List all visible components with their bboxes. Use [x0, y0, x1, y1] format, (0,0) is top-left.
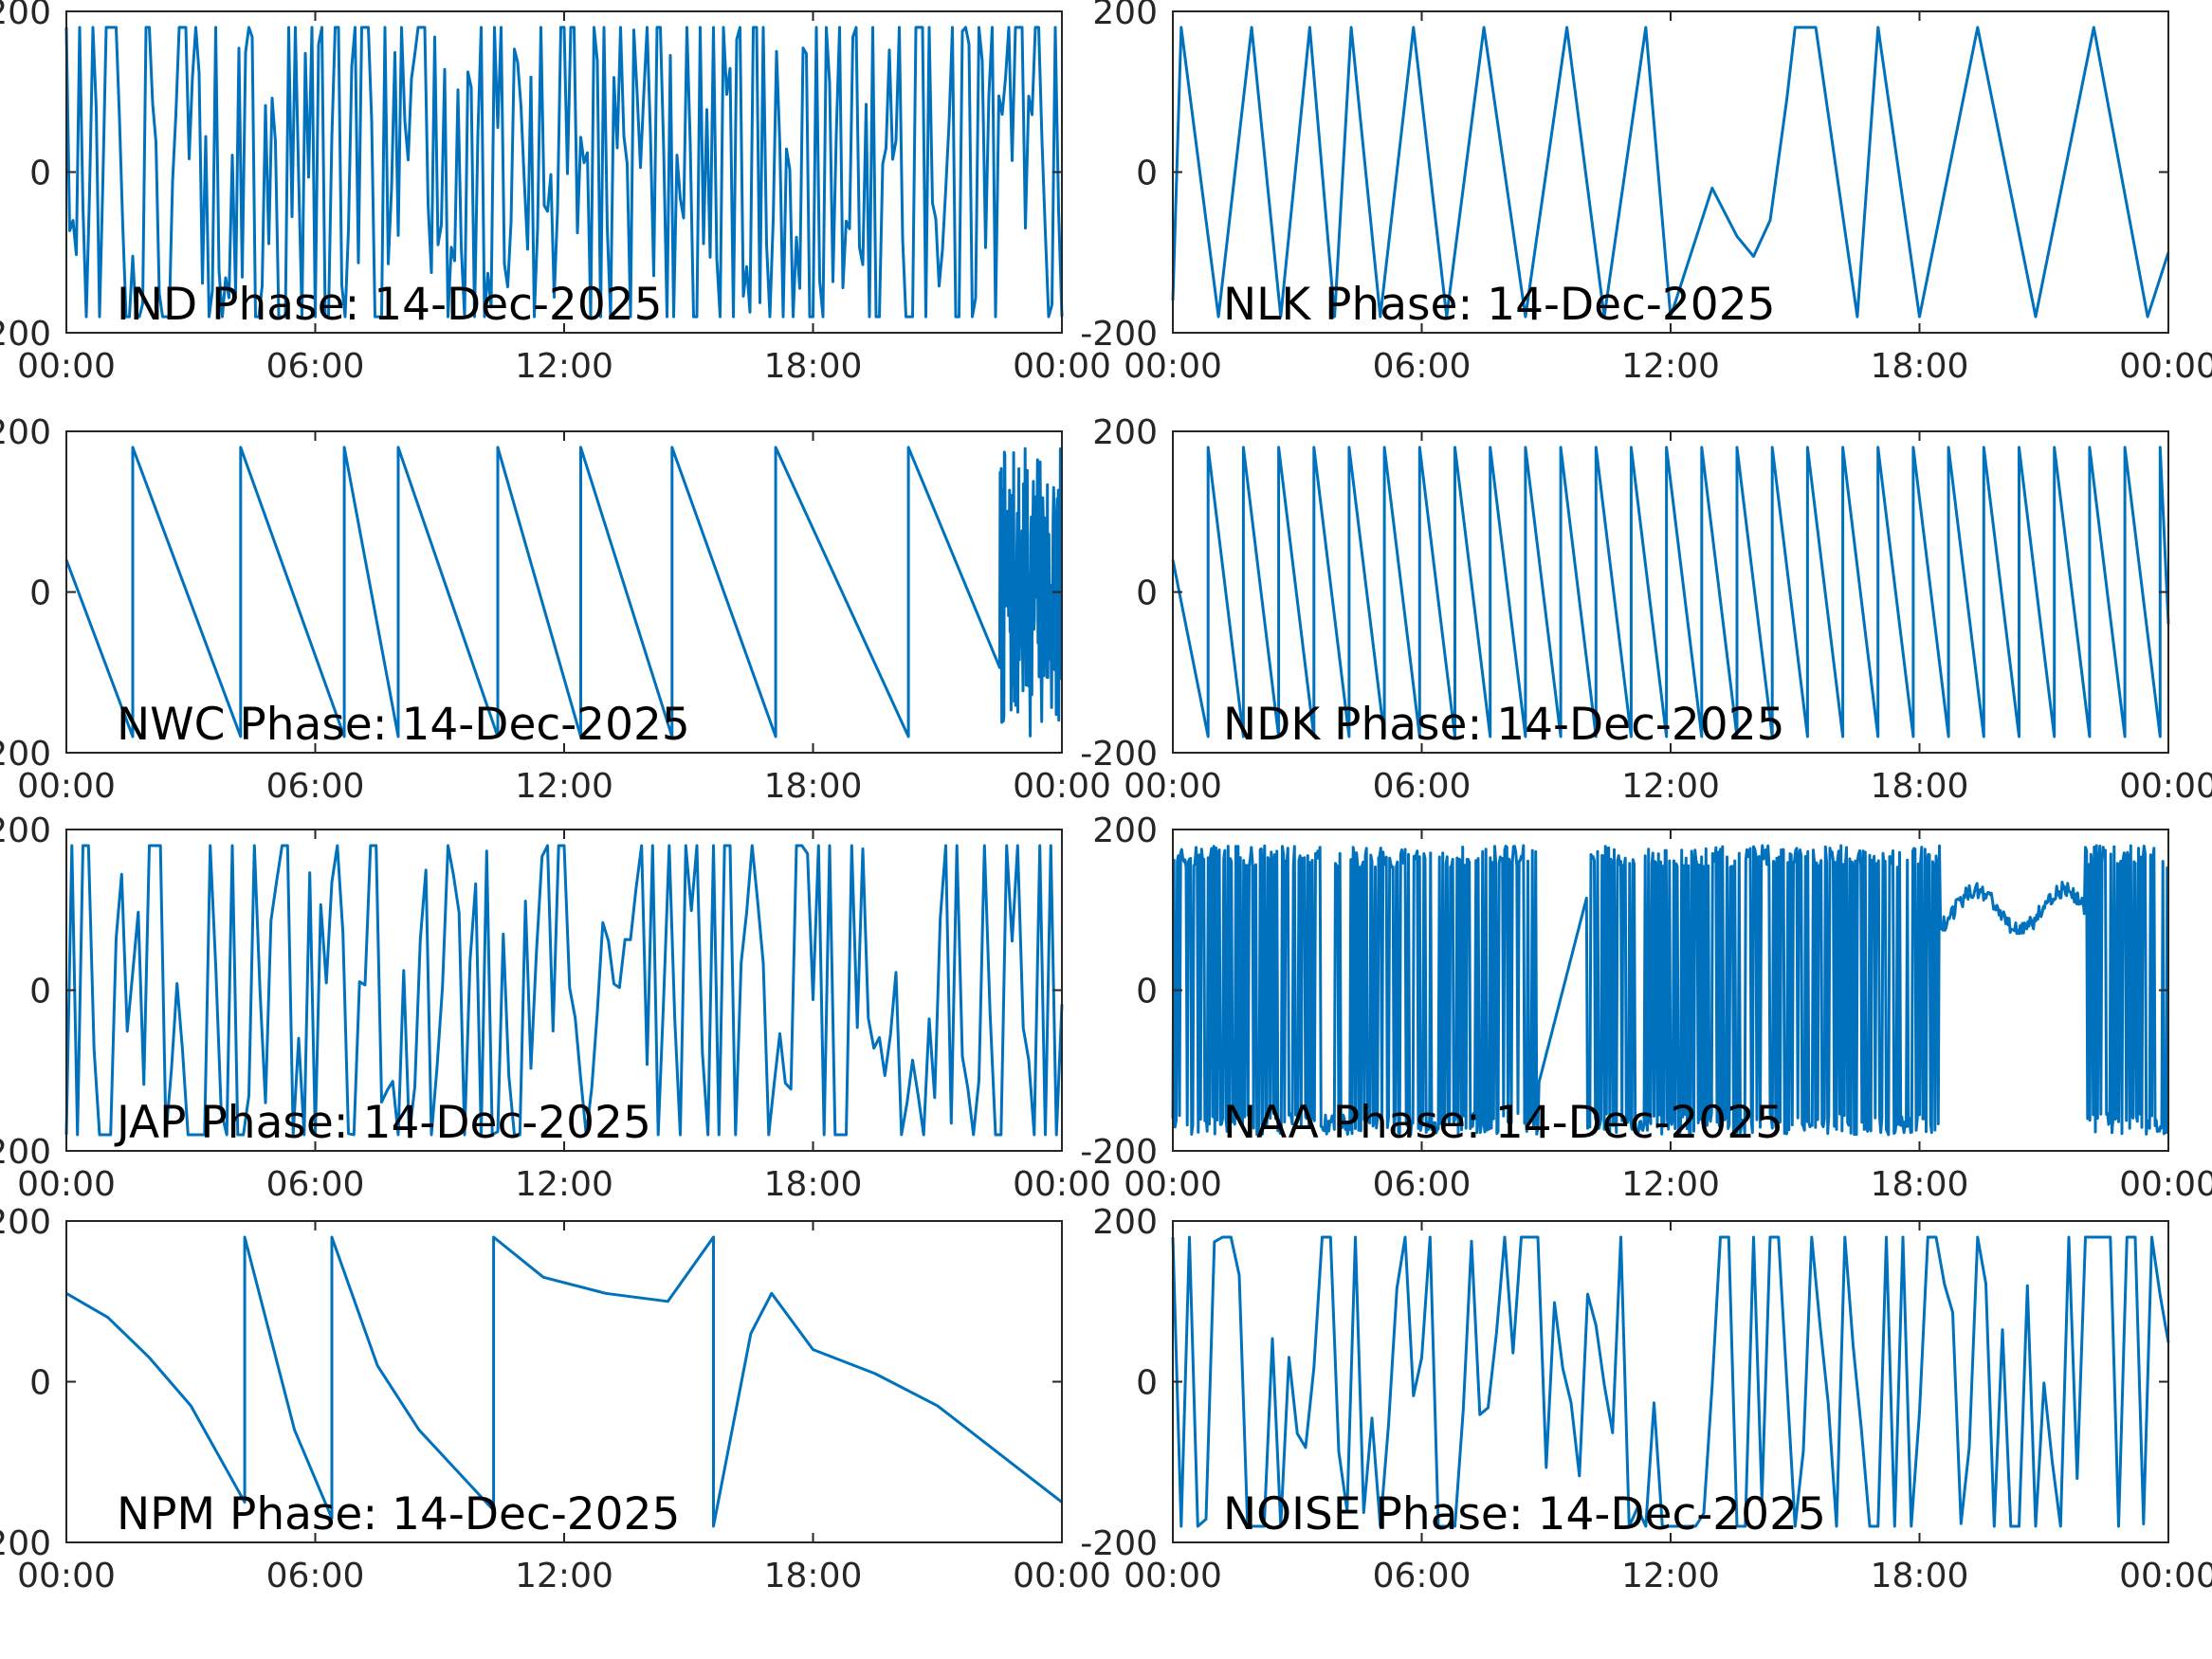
y-tick-label: -200: [0, 315, 51, 354]
y-tick-label: 0: [29, 574, 51, 613]
panel-title: IND Phase: 14-Dec-2025: [117, 279, 663, 331]
plot-frame: [65, 1220, 1063, 1543]
x-tick-label: 00:00: [1124, 1165, 1222, 1204]
x-tick-label: 12:00: [1621, 1165, 1720, 1204]
x-tick-label: 00:00: [17, 767, 116, 806]
y-tick-label: 0: [1136, 574, 1158, 613]
y-tick-label: -200: [1080, 735, 1158, 774]
x-tick-label: 00:00: [1013, 1165, 1111, 1204]
x-tick-label: 06:00: [266, 1557, 365, 1595]
x-tick-label: 06:00: [1373, 767, 1472, 806]
x-tick-label: 18:00: [1871, 1557, 1969, 1595]
x-tick-label: 00:00: [17, 1557, 116, 1595]
x-tick-label: 00:00: [2119, 347, 2212, 386]
panel-title: NAA Phase: 14-Dec-2025: [1223, 1097, 1783, 1149]
y-tick-label: 200: [1092, 1203, 1158, 1242]
x-tick-label: 18:00: [764, 1165, 863, 1204]
y-tick-label: 0: [1136, 1364, 1158, 1403]
x-tick-label: 00:00: [1013, 767, 1111, 806]
x-tick-label: 00:00: [2119, 767, 2212, 806]
x-tick-label: 06:00: [266, 1165, 365, 1204]
y-tick-label: 200: [0, 1203, 51, 1242]
panel-title: NLK Phase: 14-Dec-2025: [1223, 279, 1776, 331]
phase-trace-ind: [64, 26, 1064, 319]
x-tick-label: 18:00: [1871, 767, 1969, 806]
panel-title: NPM Phase: 14-Dec-2025: [117, 1488, 680, 1540]
x-tick-label: 00:00: [1124, 1557, 1222, 1595]
x-tick-label: 00:00: [17, 347, 116, 386]
x-tick-label: 06:00: [266, 767, 365, 806]
y-tick-label: 0: [29, 973, 51, 1012]
x-tick-label: 12:00: [1621, 1557, 1720, 1595]
y-tick-label: 200: [0, 0, 51, 32]
phase-trace-noise: [1171, 1235, 2170, 1528]
y-tick-label: -200: [1080, 1524, 1158, 1563]
phase-trace-nlk: [1171, 26, 2170, 319]
y-tick-label: 0: [29, 155, 51, 193]
plot-frame: [65, 430, 1063, 754]
x-tick-label: 12:00: [515, 347, 613, 386]
panel-title: JAP Phase: 14-Dec-2025: [114, 1097, 651, 1149]
phase-trace-ndk: [1171, 446, 2170, 738]
y-tick-label: -200: [0, 735, 51, 774]
x-tick-label: 18:00: [1871, 347, 1969, 386]
phase-trace-nwc: [64, 446, 1063, 738]
y-tick-label: 200: [0, 413, 51, 452]
x-tick-label: 06:00: [1373, 1165, 1472, 1204]
x-tick-label: 06:00: [1373, 1557, 1472, 1595]
y-tick-label: 0: [1136, 973, 1158, 1012]
x-tick-label: 12:00: [1621, 767, 1720, 806]
x-tick-label: 00:00: [17, 1165, 116, 1204]
y-tick-label: 200: [0, 811, 51, 850]
y-tick-label: -200: [0, 1133, 51, 1172]
y-tick-label: 0: [29, 1364, 51, 1403]
y-tick-label: -200: [1080, 1133, 1158, 1172]
y-tick-label: 200: [1092, 0, 1158, 32]
y-tick-label: -200: [0, 1524, 51, 1563]
y-tick-label: 0: [1136, 155, 1158, 193]
phase-trace-npm: [65, 1235, 1063, 1528]
x-tick-label: 06:00: [1373, 347, 1472, 386]
panel-title: NOISE Phase: 14-Dec-2025: [1223, 1488, 1826, 1540]
x-tick-label: 00:00: [2119, 1557, 2212, 1595]
x-tick-label: 00:00: [1013, 347, 1111, 386]
phase-trace-jap: [64, 844, 1064, 1137]
plot-frame: [1172, 10, 2169, 334]
x-tick-label: 00:00: [1124, 767, 1222, 806]
x-tick-label: 06:00: [266, 347, 365, 386]
y-tick-label: 200: [1092, 413, 1158, 452]
x-tick-label: 18:00: [764, 767, 863, 806]
x-tick-label: 12:00: [515, 1557, 613, 1595]
y-tick-label: 200: [1092, 811, 1158, 850]
y-tick-label: -200: [1080, 315, 1158, 354]
x-tick-label: 00:00: [1013, 1557, 1111, 1595]
x-tick-label: 18:00: [1871, 1165, 1969, 1204]
panel-title: NWC Phase: 14-Dec-2025: [117, 699, 690, 751]
panel-title: NDK Phase: 14-Dec-2025: [1223, 699, 1785, 751]
x-tick-label: 12:00: [515, 1165, 613, 1204]
x-tick-label: 12:00: [1621, 347, 1720, 386]
x-tick-label: 12:00: [515, 767, 613, 806]
x-tick-label: 00:00: [2119, 1165, 2212, 1204]
x-tick-label: 00:00: [1124, 347, 1222, 386]
x-tick-label: 18:00: [764, 347, 863, 386]
x-tick-label: 18:00: [764, 1557, 863, 1595]
phase-trace-naa: [1171, 844, 2169, 1137]
